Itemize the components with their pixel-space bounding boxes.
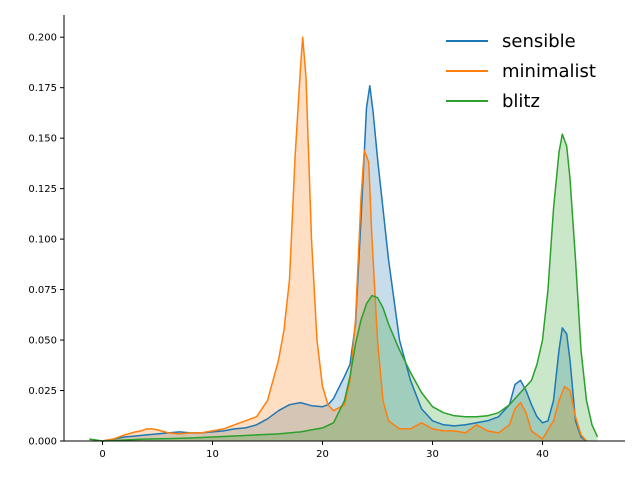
axes: 0 10 20 30 40 0.000 0.025 0.050 0.075 0.100 0.125 0… (28, 15, 625, 460)
y-tick-label: 0.150 (28, 134, 57, 145)
y-tick-label: 0.125 (28, 184, 57, 195)
y-tick-label: 0.050 (28, 336, 57, 347)
legend-label-minimalist: minimalist (502, 61, 596, 82)
series-line-minimalist (102, 36, 588, 442)
series-area-blitz (89, 134, 598, 441)
y-tick-label: 0.075 (28, 285, 57, 296)
series-line-blitz (89, 133, 599, 442)
x-tick-label: 30 (426, 449, 439, 460)
x-tick-label: 40 (536, 449, 549, 460)
x-tick-label: 20 (316, 449, 329, 460)
y-tick-label: 0.025 (28, 386, 57, 397)
x-tick-label: 0 (99, 449, 105, 460)
y-tick-label: 0.000 (28, 437, 57, 448)
legend-label-blitz: blitz (502, 91, 540, 112)
legend: sensible minimalist blitz (446, 31, 596, 112)
y-tick-label: 0.100 (28, 235, 57, 246)
plot-areas (89, 37, 598, 441)
plot-lines (89, 36, 599, 442)
x-tick-label: 10 (206, 449, 219, 460)
y-tick-label: 0.175 (28, 83, 57, 94)
y-tick-label: 0.200 (28, 33, 57, 44)
legend-label-sensible: sensible (502, 31, 576, 52)
